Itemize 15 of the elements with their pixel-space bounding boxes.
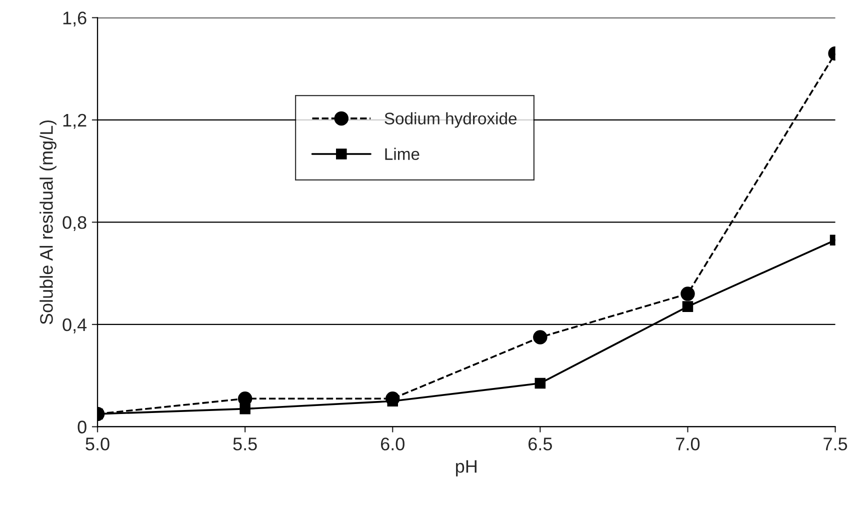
x-axis-title: pH — [456, 460, 476, 476]
y-tick-label: 1,2 — [63, 114, 86, 129]
y-tick-label: 0,8 — [62, 216, 86, 232]
legend-label: Lime — [385, 148, 420, 160]
legend-label: Sodium hydroxide — [384, 112, 517, 128]
x-tick-label: 7.0 — [676, 438, 700, 450]
x-tick-label: 7.5 — [824, 438, 848, 450]
y-axis-title: Soluble Al residual (mg/L) — [40, 120, 56, 324]
x-tick-label: 6.0 — [380, 438, 404, 450]
y-tick-label: 0,4 — [62, 318, 87, 334]
x-tick-label: 5.0 — [86, 438, 110, 450]
y-tick-label: 1,6 — [63, 12, 86, 27]
x-tick-label: 6.5 — [528, 438, 552, 450]
y-tick-label: 0 — [78, 420, 86, 434]
x-tick-label: 5.5 — [233, 438, 257, 450]
